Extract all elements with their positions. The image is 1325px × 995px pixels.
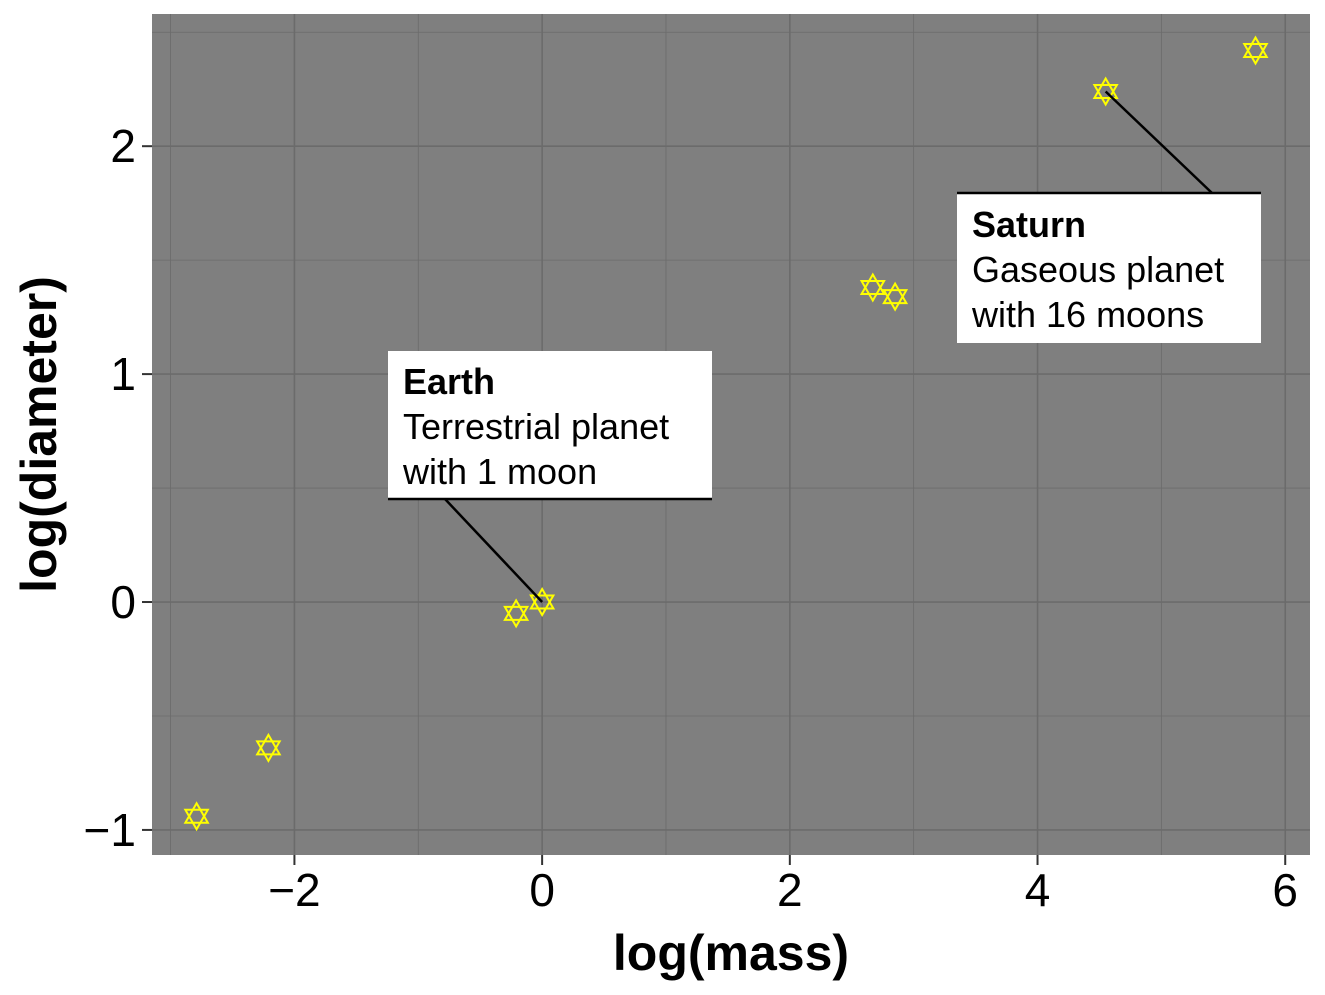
x-tick-label: 6 bbox=[1272, 864, 1298, 916]
earth-label-title: Earth bbox=[403, 361, 495, 402]
data-point bbox=[503, 598, 530, 629]
data-point bbox=[882, 281, 909, 312]
data-point bbox=[255, 732, 282, 763]
major-grid bbox=[152, 14, 1310, 855]
x-tick-label: 2 bbox=[777, 864, 803, 916]
earth-label-box bbox=[388, 351, 712, 499]
saturn-label-line-2: with 16 moons bbox=[971, 294, 1204, 335]
earth-label-line-2: with 1 moon bbox=[402, 451, 597, 492]
x-tick-label: −2 bbox=[268, 864, 320, 916]
plot-panel bbox=[152, 14, 1310, 855]
saturn-label-line-1: Gaseous planet bbox=[972, 249, 1224, 290]
data-point bbox=[1242, 35, 1269, 66]
saturn-leader-line bbox=[1104, 90, 1213, 194]
y-tick-label: 2 bbox=[110, 120, 136, 172]
annotations: Earth Terrestrial planet with 1 moon Sat… bbox=[388, 90, 1261, 603]
data-point bbox=[183, 801, 210, 832]
x-axis-title: log(mass) bbox=[613, 925, 849, 981]
saturn-label-title: Saturn bbox=[972, 204, 1086, 245]
data-point bbox=[1092, 76, 1119, 107]
data-point bbox=[859, 272, 886, 303]
data-points bbox=[183, 35, 1269, 832]
earth-leader-line bbox=[444, 498, 544, 603]
x-tick-label: 4 bbox=[1025, 864, 1051, 916]
x-axis-ticks: −2 0 2 4 6 bbox=[268, 855, 1298, 916]
earth-label-line-1: Terrestrial planet bbox=[403, 406, 669, 447]
saturn-label-box bbox=[957, 193, 1261, 343]
y-tick-label: 0 bbox=[110, 576, 136, 628]
y-axis-title: log(diameter) bbox=[11, 276, 67, 593]
y-tick-label: −1 bbox=[84, 804, 136, 856]
y-tick-label: 1 bbox=[110, 348, 136, 400]
data-point bbox=[529, 587, 556, 618]
x-tick-label: 0 bbox=[529, 864, 555, 916]
minor-grid bbox=[152, 14, 1310, 855]
y-axis-ticks: −1 0 1 2 bbox=[84, 120, 152, 856]
